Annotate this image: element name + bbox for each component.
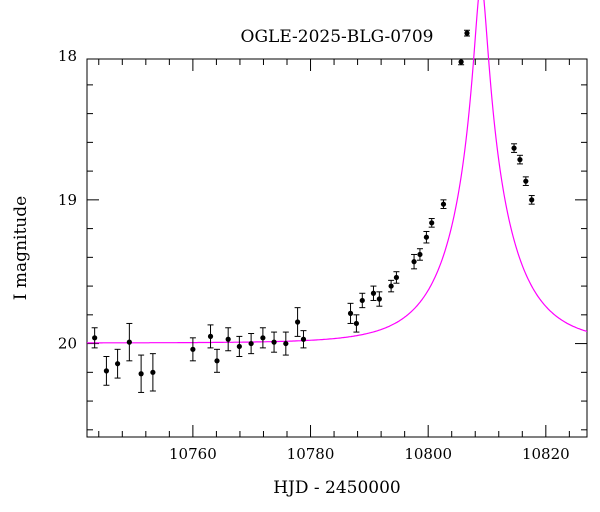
data-point — [393, 271, 400, 284]
point-marker — [225, 336, 231, 342]
x-tick-label: 10760 — [169, 445, 217, 463]
model-curve-layer — [87, 0, 588, 344]
data-point — [214, 348, 220, 373]
y-tick-label: 19 — [58, 191, 77, 209]
x-axis-label: HJD - 2450000 — [273, 478, 401, 498]
data-point — [528, 195, 535, 205]
point-marker — [529, 197, 535, 203]
y-tick-label: 18 — [58, 47, 77, 65]
x-tick-label: 10800 — [404, 445, 452, 463]
data-point — [464, 29, 470, 37]
point-marker — [248, 340, 254, 347]
plot-frame — [86, 58, 588, 438]
data-point — [114, 348, 121, 379]
data-point — [91, 327, 98, 349]
point-marker — [370, 290, 377, 296]
data-point — [423, 230, 430, 244]
point-marker — [411, 259, 417, 265]
data-point — [126, 322, 133, 362]
data-point — [236, 335, 243, 358]
point-marker — [138, 371, 144, 377]
point-marker — [103, 368, 110, 374]
point-marker — [464, 30, 470, 36]
data-point — [353, 314, 360, 333]
data-point — [376, 291, 383, 307]
data-point — [300, 330, 307, 349]
data-point — [416, 248, 423, 261]
point-marker — [260, 335, 266, 341]
data-point — [522, 176, 529, 186]
data-point — [370, 285, 377, 301]
point-marker — [393, 274, 400, 281]
data-points-layer — [91, 29, 535, 393]
point-marker — [517, 157, 523, 163]
data-point — [248, 333, 255, 355]
data-point — [138, 354, 145, 393]
point-marker — [359, 297, 365, 304]
point-marker — [511, 145, 517, 151]
point-marker — [236, 343, 242, 350]
data-point — [189, 337, 196, 362]
data-point — [282, 331, 289, 356]
data-point — [388, 279, 395, 293]
data-point — [271, 331, 278, 353]
data-point — [440, 199, 447, 209]
point-marker — [114, 361, 121, 367]
data-point — [411, 253, 418, 270]
chart-title: OGLE-2025-BLG-0709 — [241, 27, 434, 47]
point-marker — [150, 369, 156, 375]
x-tick-label: 10780 — [287, 445, 335, 463]
tick-labels: 10760 10780 10800 10820 18 19 20 — [58, 47, 570, 463]
point-marker — [300, 336, 307, 342]
point-marker — [353, 320, 360, 327]
point-marker — [523, 178, 529, 184]
data-point — [207, 324, 214, 349]
x-tick-label: 10820 — [522, 445, 570, 463]
data-point — [259, 327, 266, 349]
point-marker — [376, 296, 382, 302]
point-marker — [458, 59, 464, 65]
data-point — [149, 353, 156, 392]
data-point — [458, 58, 465, 66]
point-marker — [283, 340, 289, 347]
data-point — [347, 302, 354, 324]
point-marker — [388, 283, 394, 289]
point-marker — [294, 319, 301, 325]
data-point — [294, 307, 301, 337]
model-curve — [87, 0, 588, 344]
point-marker — [429, 220, 435, 226]
y-axis-label: I magnitude — [11, 196, 31, 300]
axis-ticks — [87, 59, 587, 437]
data-point — [516, 154, 523, 165]
data-point — [511, 143, 518, 153]
point-marker — [440, 201, 447, 207]
point-marker — [126, 339, 132, 345]
point-marker — [214, 358, 220, 364]
data-point — [359, 292, 366, 309]
data-point — [225, 327, 232, 352]
data-point — [103, 356, 110, 386]
data-point — [428, 218, 435, 228]
point-marker — [423, 234, 430, 240]
point-marker — [190, 346, 196, 352]
point-marker — [347, 310, 354, 316]
point-marker — [207, 333, 214, 339]
point-marker — [271, 339, 277, 345]
y-tick-label: 20 — [58, 335, 77, 353]
point-marker — [92, 335, 98, 341]
point-marker — [417, 251, 423, 258]
